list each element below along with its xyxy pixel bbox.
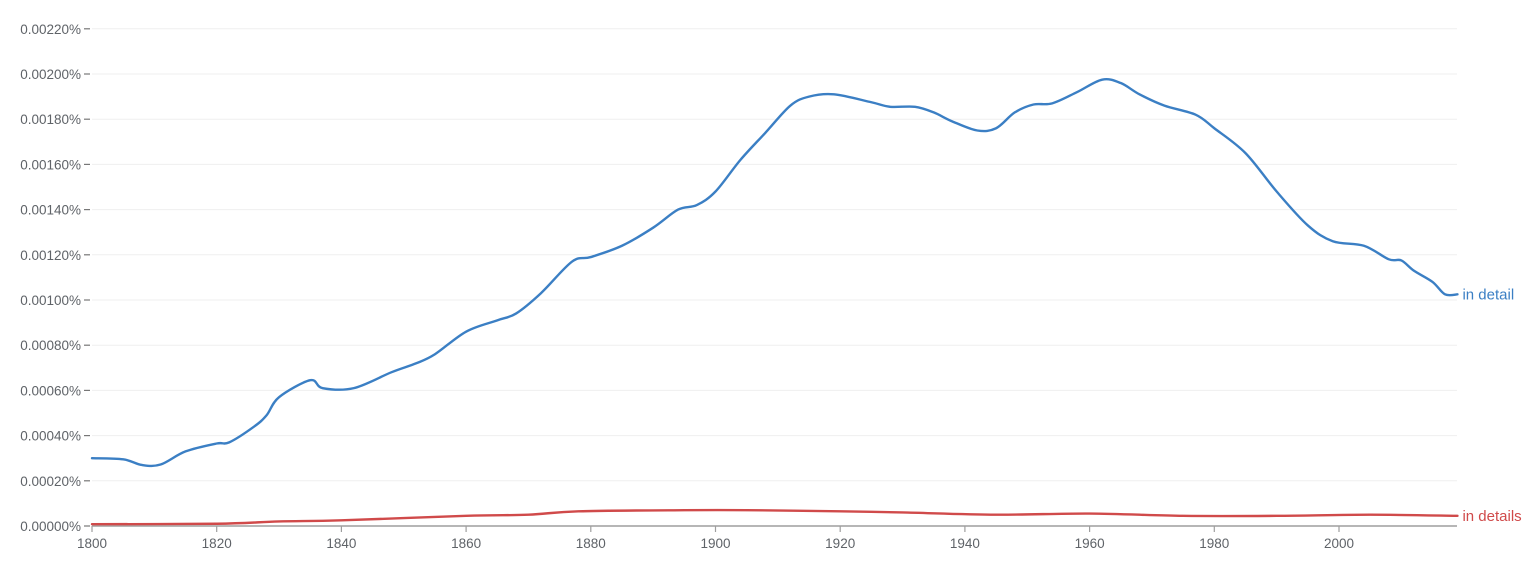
legend-inline: in detail in details (1462, 286, 1521, 524)
y-tick-label: 0.00220% (20, 22, 81, 37)
y-tick-label: 0.00000% (20, 519, 81, 534)
y-tick-label: 0.00100% (20, 293, 81, 308)
series-line-in-detail[interactable] (90, 78, 1459, 468)
x-tick-label: 1900 (700, 536, 730, 551)
x-tick-label: 1920 (825, 536, 855, 551)
series-label-in-detail: in detail (1462, 286, 1514, 303)
x-tick-label: 1960 (1075, 536, 1105, 551)
series-line-in-details[interactable] (90, 508, 1459, 526)
y-tick-label: 0.00020% (20, 474, 81, 489)
x-tick-label: 1980 (1199, 536, 1229, 551)
x-tick-label: 1800 (77, 536, 107, 551)
series-lines (90, 78, 1459, 526)
grid-lines (92, 28, 1457, 482)
y-tick-label: 0.00180% (20, 112, 81, 127)
series-label-in-details: in details (1462, 508, 1521, 525)
y-tick-label: 0.00060% (20, 383, 81, 398)
x-tick-label: 1880 (576, 536, 606, 551)
y-tick-label: 0.00080% (20, 338, 81, 353)
y-tick-label: 0.00040% (20, 429, 81, 444)
y-tick-label: 0.00140% (20, 203, 81, 218)
x-tick-label: 1820 (202, 536, 232, 551)
x-tick-label: 1940 (950, 536, 980, 551)
y-axis: 0.00000% 0.00020% 0.00040% 0.00060% 0.00080%… (20, 22, 90, 534)
x-tick-label: 1860 (451, 536, 481, 551)
x-tick-label: 2000 (1324, 536, 1354, 551)
y-tick-label: 0.00160% (20, 157, 81, 172)
y-tick-label: 0.00120% (20, 248, 81, 263)
y-tick-label: 0.00200% (20, 67, 81, 82)
x-tick-label: 1840 (326, 536, 356, 551)
x-axis: 1800 1820 1840 1860 1880 1900 1920 1940 1960 1980… (77, 525, 1457, 551)
